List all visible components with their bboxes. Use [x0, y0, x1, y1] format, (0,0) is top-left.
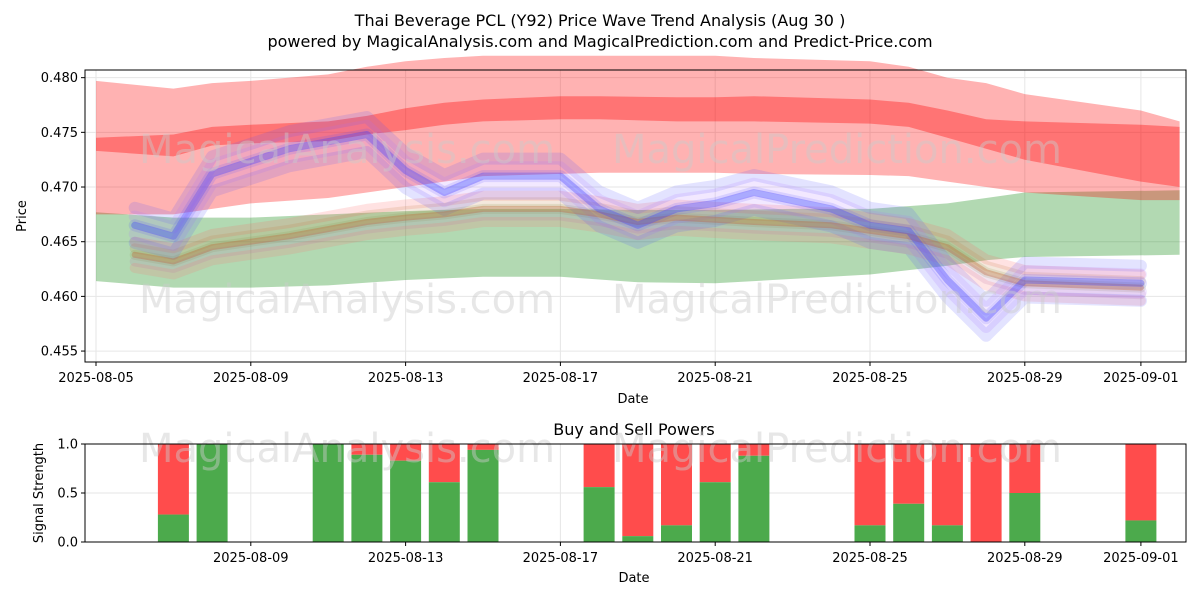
blue-wave-line — [131, 131, 1145, 322]
buy-power-bar — [196, 444, 228, 542]
red-band-outer — [96, 55, 1180, 215]
signal-y-tick-label: 1.0 — [57, 438, 78, 453]
mixed-wave-trail — [129, 197, 1146, 287]
sell-power-bar — [428, 444, 460, 483]
watermark-prediction-bottom: MagicalPrediction.com — [612, 277, 1062, 323]
price-y-tick-label: 0.480 — [41, 71, 78, 86]
buy-power-bar — [738, 455, 770, 542]
price-x-axis-label: Date — [617, 392, 648, 407]
price-x-ticks: 2025-08-05 2025-08-09 2025-08-13 2025-08-17… — [58, 362, 1179, 386]
mixed-wave-trail — [129, 190, 1146, 280]
green-band — [96, 190, 1180, 288]
signal-x-tick-label: 2025-08-13 — [368, 551, 444, 566]
sell-power-bar — [390, 444, 422, 461]
sell-power-bar — [854, 444, 886, 526]
price-x-tick-label: 2025-09-01 — [1103, 371, 1179, 386]
watermark-prediction-signal: MagicalPrediction.com — [612, 426, 1062, 472]
watermark-analysis-bottom: MagicalAnalysis.com — [139, 277, 555, 323]
signal-x-tick-label: 2025-08-29 — [987, 551, 1063, 566]
buy-power-bar — [622, 536, 654, 542]
buy-power-bar — [351, 454, 383, 542]
price-grid — [85, 70, 1186, 362]
buy-power-bar — [854, 525, 886, 542]
buy-power-bar — [931, 525, 963, 542]
signal-x-tick-label: 2025-08-17 — [523, 551, 599, 566]
chart-subtitle: powered by MagicalAnalysis.com and Magic… — [267, 32, 932, 51]
buy-power-bar — [699, 482, 731, 542]
buy-power-bar — [390, 460, 422, 542]
buy-power-bar — [893, 503, 925, 542]
price-x-tick-label: 2025-08-09 — [213, 371, 289, 386]
mixed-wave-trail — [129, 203, 1146, 293]
signal-y-tick-label: 0.5 — [57, 487, 78, 502]
price-plot-frame — [84, 69, 1187, 363]
price-bands — [96, 55, 1180, 342]
signal-y-ticks: 0.0 0.5 1.0 — [57, 438, 85, 551]
sell-power-bar — [1125, 444, 1157, 521]
price-x-tick-label: 2025-08-21 — [677, 371, 753, 386]
sell-power-bar — [893, 444, 925, 504]
sell-power-bar — [699, 444, 731, 483]
price-x-tick-label: 2025-08-17 — [523, 371, 599, 386]
sell-power-bar — [738, 444, 770, 456]
price-x-tick-label: 2025-08-13 — [368, 371, 444, 386]
buy-power-bar — [428, 482, 460, 542]
watermark-prediction-top: MagicalPrediction.com — [612, 127, 1062, 173]
signal-x-tick-label: 2025-08-21 — [677, 551, 753, 566]
blue-wave-trail — [128, 111, 1147, 307]
signal-x-tick-label: 2025-09-01 — [1103, 551, 1179, 566]
watermark-analysis-signal: MagicalAnalysis.com — [139, 426, 555, 472]
sell-power-bar — [622, 444, 654, 537]
price-x-tick-label: 2025-08-05 — [58, 371, 134, 386]
buy-power-bar — [583, 487, 615, 542]
signal-x-axis-label: Date — [618, 571, 649, 586]
sell-power-bar — [583, 444, 615, 488]
buy-power-bar — [312, 444, 344, 542]
price-y-tick-label: 0.455 — [41, 345, 78, 360]
blue-wave-trail — [128, 128, 1147, 325]
mixed-wave-trail — [129, 210, 1146, 300]
blue-wave-trail — [128, 146, 1147, 342]
sell-power-bar — [351, 444, 383, 455]
price-chart: MagicalAnalysis.com MagicalPrediction.co… — [15, 55, 1187, 407]
sell-power-bar — [157, 444, 189, 515]
signal-bars — [157, 444, 1157, 542]
signal-x-tick-label: 2025-08-25 — [832, 551, 908, 566]
signal-y-tick-label: 0.0 — [57, 536, 78, 551]
signal-x-ticks: 2025-08-09 2025-08-13 2025-08-17 2025-08-21… — [213, 542, 1179, 566]
buy-power-bar — [1125, 520, 1157, 542]
blue-wave-trail — [128, 119, 1147, 316]
price-y-tick-label: 0.470 — [41, 181, 78, 196]
blue-wave-trail — [128, 137, 1147, 333]
buy-power-bar — [1009, 493, 1041, 542]
price-plot-area — [85, 70, 1186, 362]
sell-power-bar — [1009, 444, 1041, 493]
price-y-tick-label: 0.465 — [41, 235, 78, 250]
sell-power-bar — [661, 444, 692, 526]
signal-y-axis-label: Signal Strength — [32, 443, 47, 543]
chart-title: Thai Beverage PCL (Y92) Price Wave Trend… — [354, 11, 846, 30]
sell-power-bar — [467, 444, 499, 450]
watermark-analysis-top: MagicalAnalysis.com — [139, 127, 555, 173]
mixed-wave-line — [131, 205, 1144, 291]
signal-chart: Buy and Sell Powers MagicalAnalysis.com … — [32, 420, 1187, 586]
red-band-inner — [96, 96, 1180, 187]
buy-power-bar — [157, 514, 189, 542]
buy-power-bar — [661, 525, 692, 542]
buy-power-bar — [467, 449, 499, 542]
sell-power-bar — [931, 444, 963, 526]
price-x-tick-label: 2025-08-29 — [987, 371, 1063, 386]
signal-x-tick-label: 2025-08-09 — [213, 551, 289, 566]
price-y-ticks: 0.455 0.460 0.465 0.470 0.475 0.480 — [41, 71, 85, 360]
price-y-tick-label: 0.460 — [41, 290, 78, 305]
price-y-axis-label: Price — [15, 200, 30, 232]
price-x-tick-label: 2025-08-25 — [832, 371, 908, 386]
mixed-wave-trail — [129, 217, 1146, 306]
price-y-tick-label: 0.475 — [41, 126, 78, 141]
sell-power-bar — [970, 444, 1002, 542]
signal-chart-title: Buy and Sell Powers — [553, 420, 715, 439]
